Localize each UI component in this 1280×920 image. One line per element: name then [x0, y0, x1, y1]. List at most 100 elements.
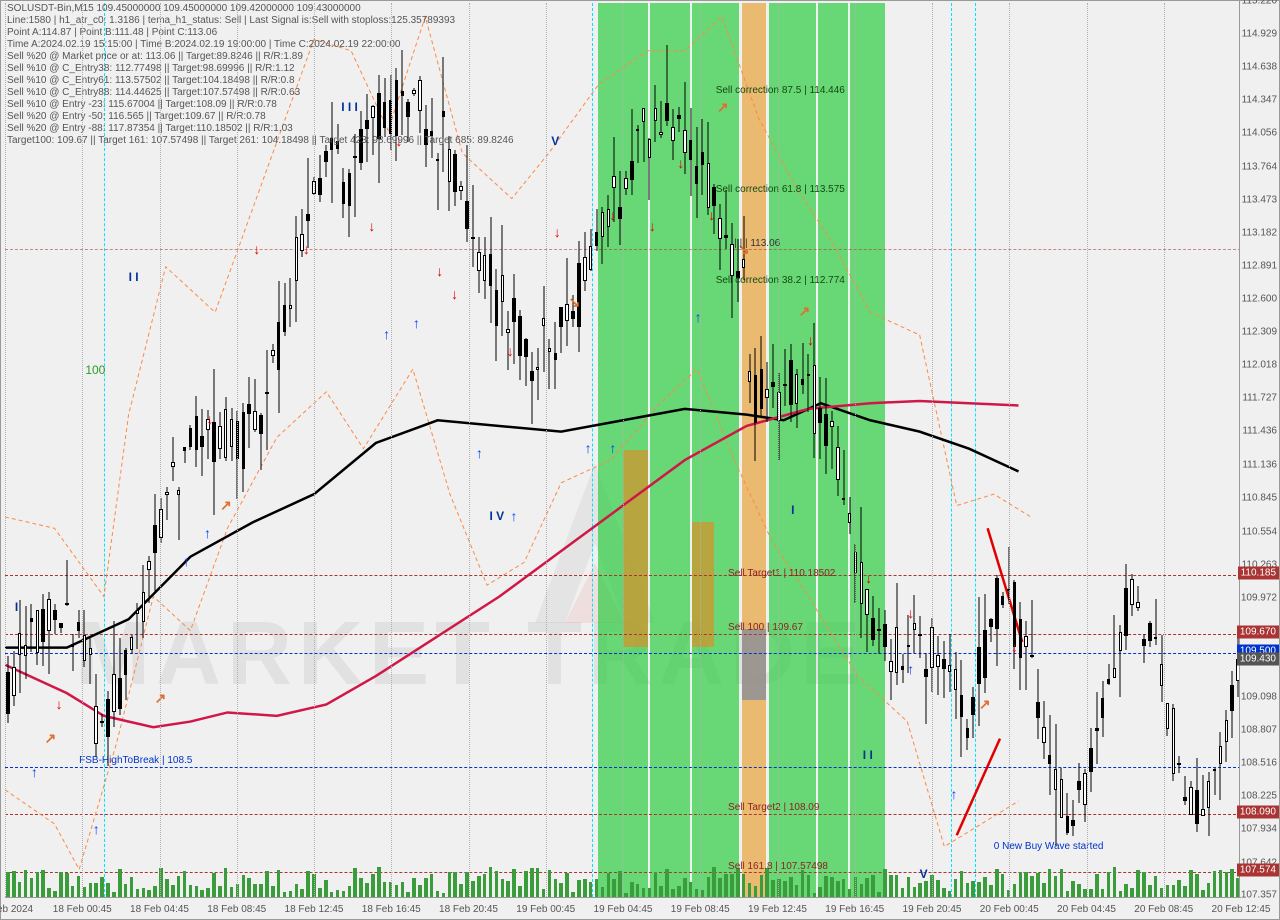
time-tick: 18 Feb 08:45: [207, 904, 266, 915]
volume-bar: [24, 870, 28, 897]
volume-bar: [183, 871, 187, 897]
volume-bar: [1166, 885, 1170, 897]
price-tick: 108.516: [1241, 758, 1277, 769]
info-line: Sell %20 @ Market price or at: 113.06 ||…: [7, 51, 303, 62]
volume-bar: [1142, 872, 1146, 897]
gridline: [778, 3, 779, 897]
volume-bar: [1207, 883, 1211, 897]
volume-bar: [642, 888, 646, 897]
volume-bar: [724, 874, 728, 897]
price-tick: 114.056: [1242, 128, 1277, 139]
volume-bar: [760, 875, 764, 897]
gridline: [160, 3, 161, 897]
price-tick: 111.136: [1242, 460, 1277, 471]
volume-bar: [1001, 874, 1005, 897]
time-tick: 20 Feb 04:45: [1057, 904, 1116, 915]
wave-label: V: [920, 867, 928, 881]
volume-bar: [200, 890, 204, 897]
volume-bar: [177, 876, 181, 897]
signal-arrow-icon: ↓: [303, 242, 310, 256]
volume-bar: [100, 877, 104, 897]
wave-label: I I: [129, 270, 139, 284]
chart-text-label: Sell correction 87.5 | 114.446: [716, 85, 845, 96]
volume-bar: [630, 882, 634, 897]
chart-text-label: 100: [85, 363, 105, 377]
volume-bar: [212, 873, 216, 897]
gridline: [469, 3, 470, 897]
volume-bar: [683, 878, 687, 897]
volume-bar: [353, 868, 357, 897]
vertical-marker: [975, 3, 976, 897]
price-tick: 108.225: [1241, 791, 1277, 802]
price-tick: 114.929: [1242, 29, 1277, 40]
signal-arrow-icon: ↑: [31, 765, 38, 779]
info-line: Time A:2024.02.19 15:15:00 | Time B:2024…: [7, 39, 400, 50]
signal-arrow-icon: ↓: [206, 412, 213, 426]
price-tick: 110.845: [1242, 493, 1277, 504]
time-tick: 19 Feb 16:45: [825, 904, 884, 915]
price-tick: 109.972: [1241, 592, 1277, 603]
price-tick: 112.891: [1242, 260, 1277, 271]
gridline: [237, 3, 238, 897]
volume-bar: [977, 882, 981, 897]
volume-bar: [142, 888, 146, 897]
signal-arrow-icon: ↓: [436, 264, 443, 278]
price-tick: 113.764: [1242, 161, 1277, 172]
time-tick: 18 Feb 04:45: [130, 904, 189, 915]
zone-rect: [623, 450, 648, 647]
info-line: Sell %10 @ C_Entry61: 113.57502 || Targe…: [7, 75, 295, 86]
volume-bar: [536, 868, 540, 897]
chart-plot-area[interactable]: MARKET TRADE FSB-HighToBreak | 108.5 ↑↓: [5, 3, 1241, 897]
volume-bar: [742, 874, 746, 897]
gridline: [1009, 3, 1010, 897]
info-line: Line:1580 | h1_atr_c0: 1.3186 | tema_h1_…: [7, 15, 455, 26]
volume-bar: [936, 880, 940, 897]
price-tick: 112.018: [1242, 360, 1277, 371]
zone-rect: [742, 629, 767, 701]
signal-arrow-icon: ↓: [649, 219, 656, 233]
volume-bar: [736, 868, 740, 897]
volume-bar: [589, 882, 593, 897]
volume-bar: [995, 869, 999, 897]
signal-arrow-icon: ↗: [798, 304, 810, 318]
volume-bar: [654, 872, 658, 897]
signal-arrow-icon: ↓: [677, 156, 684, 170]
volume-bar: [989, 885, 993, 897]
signal-arrow-icon: ↑: [609, 441, 616, 455]
volume-bar: [401, 882, 405, 897]
gridline: [1087, 3, 1088, 897]
volume-bar: [18, 882, 22, 897]
volume-bar: [907, 877, 911, 897]
signal-arrow-icon: ↗: [220, 498, 232, 512]
info-line: Sell %10 @ C_Entry38: 112.77498 || Targe…: [7, 63, 295, 74]
signal-arrow-icon: ↑: [413, 316, 420, 330]
gridline: [623, 3, 624, 897]
signal-arrow-icon: ↓: [56, 697, 63, 711]
volume-bar: [318, 888, 322, 897]
signal-arrow-icon: ↗: [44, 731, 56, 745]
volume-bar: [206, 888, 210, 897]
volume-bar: [618, 871, 622, 897]
volume-bar: [247, 878, 251, 897]
price-tick: 108.807: [1241, 725, 1277, 736]
signal-arrow-icon: ↑: [585, 441, 592, 455]
signal-arrow-icon: ↓: [907, 606, 914, 620]
volume-bar: [147, 890, 151, 897]
chart-text-label: | | | 113.06: [734, 238, 780, 249]
chart-container: MARKET TRADE FSB-HighToBreak | 108.5 ↑↓: [0, 0, 1280, 920]
volume-bar: [512, 869, 516, 897]
gridline: [391, 3, 392, 897]
volume-bar: [489, 867, 493, 897]
volume-bar: [165, 879, 169, 897]
signal-arrow-icon: ↓: [451, 287, 458, 301]
volume-bar: [1060, 869, 1064, 897]
volume-bar: [506, 881, 510, 897]
volume-bar: [695, 889, 699, 897]
gridline: [932, 3, 933, 897]
volume-bar: [277, 870, 281, 897]
symbol-line: SOLUSDT-Bin,M15 109.45000000 109.4500000…: [7, 3, 361, 14]
volume-bar: [730, 874, 734, 897]
volume-bar: [1101, 889, 1105, 897]
volume-bar: [807, 875, 811, 897]
time-axis: 17 Feb 202418 Feb 00:4518 Feb 04:4518 Fe…: [5, 897, 1241, 919]
